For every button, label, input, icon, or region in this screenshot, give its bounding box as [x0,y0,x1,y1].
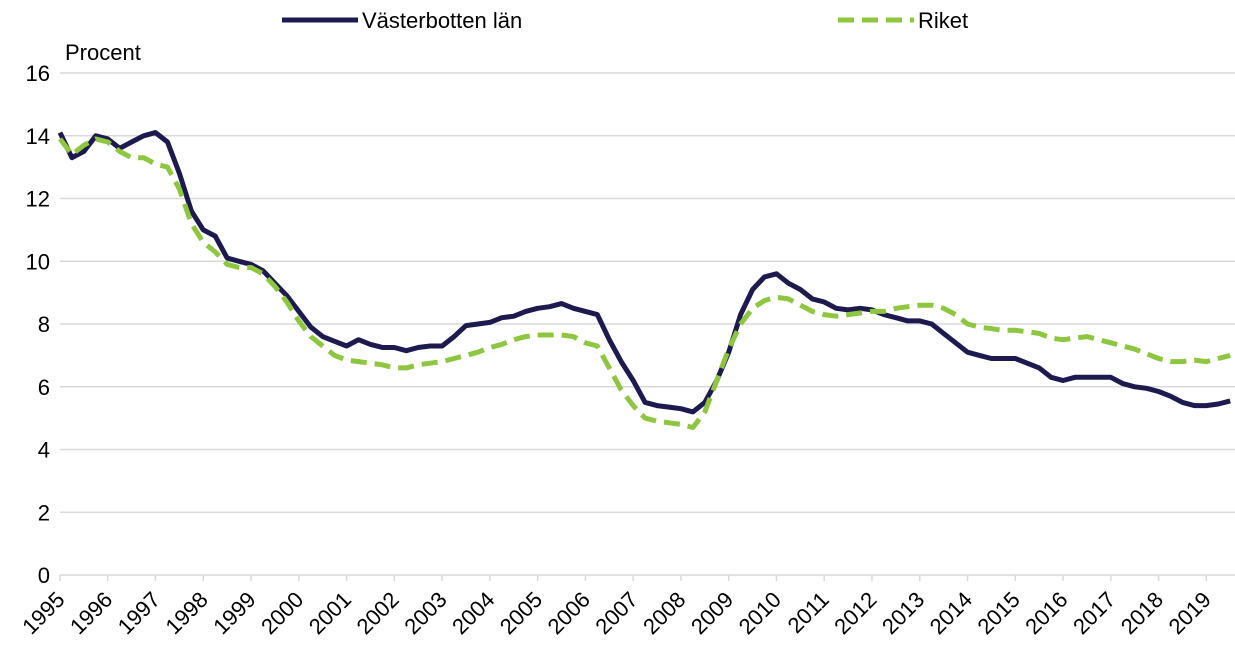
y-tick-label: 12 [26,187,50,212]
series-line [57,130,1231,415]
x-tick-label: 1998 [161,587,213,639]
x-tick-label: 2019 [1164,587,1216,639]
x-tick-label: 2005 [495,587,547,639]
x-tick-label: 2007 [590,587,642,639]
x-tick-label: 2013 [877,587,929,639]
legend-label: Riket [918,8,968,33]
x-tick-label: 2008 [638,587,690,639]
y-tick-label: 4 [38,438,50,463]
x-tick-label: 2015 [973,587,1025,639]
x-tick-label: 2012 [829,587,881,639]
x-tick-label: 2000 [256,587,308,639]
x-tick-label: 2018 [1116,587,1168,639]
y-tick-label: 8 [38,312,50,337]
x-tick-label: 2002 [352,587,404,639]
y-tick-label: 14 [26,124,50,149]
y-axis-label: Procent [65,40,141,65]
x-tick-label: 2011 [783,587,834,638]
y-tick-label: 16 [26,61,50,86]
y-tick-label: 0 [38,563,50,588]
y-tick-label: 6 [38,375,50,400]
x-tick-label: 2006 [543,587,595,639]
x-tick-label: 1996 [65,587,117,639]
series-line [58,136,1231,430]
x-tick-label: 2004 [447,587,499,639]
x-tick-label: 1997 [113,587,165,639]
x-tick-label: 2003 [399,587,451,639]
y-tick-label: 10 [26,249,50,274]
legend-label: Västerbotten län [362,8,522,33]
x-tick-label: 2001 [304,587,356,639]
x-tick-label: 2016 [1020,587,1072,639]
x-tick-label: 1999 [208,587,260,639]
x-tick-label: 2017 [1068,587,1120,639]
x-tick-label: 2009 [686,587,738,639]
x-tick-label: 2014 [925,587,977,639]
y-tick-label: 2 [38,500,50,525]
x-tick-label: 2010 [734,587,786,639]
x-tick-label: 1995 [17,587,69,639]
